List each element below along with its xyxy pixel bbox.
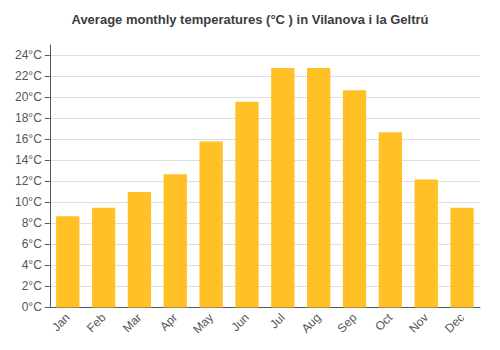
svg-text:Oct: Oct bbox=[372, 310, 396, 334]
svg-text:22°C: 22°C bbox=[15, 69, 42, 83]
svg-text:24°C: 24°C bbox=[15, 48, 42, 62]
svg-text:4°C: 4°C bbox=[22, 258, 42, 272]
svg-text:0°C: 0°C bbox=[22, 300, 42, 314]
svg-text:12°C: 12°C bbox=[15, 174, 42, 188]
svg-text:Sep: Sep bbox=[334, 310, 359, 335]
svg-text:14°C: 14°C bbox=[15, 153, 42, 167]
svg-text:20°C: 20°C bbox=[15, 90, 42, 104]
svg-text:Aug: Aug bbox=[299, 311, 324, 336]
svg-text:6°C: 6°C bbox=[22, 237, 42, 251]
svg-text:Apr: Apr bbox=[157, 311, 180, 334]
svg-text:Nov: Nov bbox=[406, 311, 431, 336]
svg-text:Jun: Jun bbox=[228, 311, 252, 335]
svg-text:Jul: Jul bbox=[267, 311, 288, 332]
svg-text:Average monthly temperatures (: Average monthly temperatures (°C ) in Vi… bbox=[71, 12, 428, 27]
svg-text:2°C: 2°C bbox=[22, 279, 42, 293]
svg-text:Jan: Jan bbox=[49, 311, 73, 335]
svg-text:10°C: 10°C bbox=[15, 195, 42, 209]
svg-text:16°C: 16°C bbox=[15, 132, 42, 146]
svg-text:8°C: 8°C bbox=[22, 216, 42, 230]
svg-text:18°C: 18°C bbox=[15, 111, 42, 125]
svg-text:Dec: Dec bbox=[442, 311, 467, 336]
svg-text:Mar: Mar bbox=[120, 311, 145, 335]
svg-text:Feb: Feb bbox=[84, 310, 109, 335]
svg-text:May: May bbox=[190, 311, 216, 337]
